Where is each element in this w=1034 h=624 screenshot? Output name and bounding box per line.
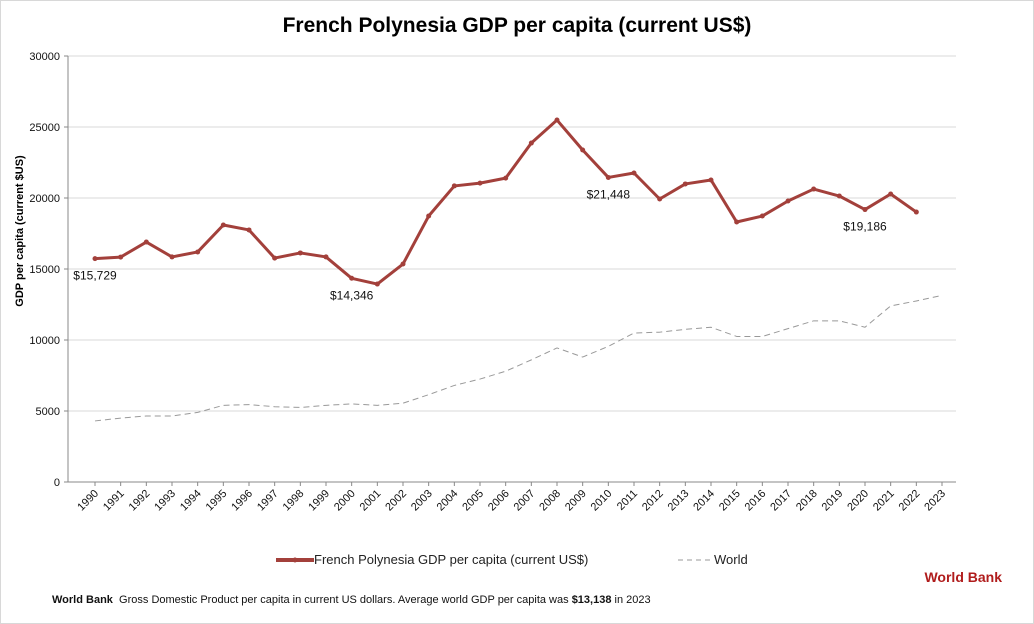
x-tick-label: 2001 [358,488,384,514]
data-point [246,227,252,233]
data-point [734,219,740,225]
data-point [759,213,765,219]
data-point [92,256,98,262]
footer-suffix: in 2023 [614,594,651,606]
y-tick-label: 20000 [29,193,60,205]
legend-label: French Polynesia GDP per capita (current… [314,552,589,567]
data-point [195,249,201,255]
y-tick-label: 5000 [36,406,60,418]
data-label: $19,186 [843,220,887,234]
data-label: $14,346 [330,288,374,302]
x-tick-label: 2006 [486,488,512,514]
x-tick-label: 2008 [537,488,563,514]
x-tick-label: 1994 [178,488,204,514]
x-tick-label: 2000 [332,488,358,514]
data-point [605,174,611,180]
data-point [785,198,791,204]
x-tick-label: 1996 [229,488,255,514]
legend-item-french-polynesia: French Polynesia GDP per capita (current… [276,552,588,567]
data-point [349,275,355,281]
x-tick-label: 2016 [743,488,769,514]
x-tick-label: 2004 [435,488,461,514]
legend-line-dashed-icon [678,559,712,560]
x-tick-label: 1998 [281,488,307,514]
data-label: $21,448 [587,187,631,201]
x-tick-label: 1999 [306,488,332,514]
data-point [528,140,534,146]
x-tick-label: 2018 [794,488,820,514]
x-tick-label: 2019 [820,488,846,514]
y-tick-label: 15000 [29,264,60,276]
footer-source: World Bank [52,594,113,606]
data-point [657,196,663,202]
x-tick-label: 2013 [666,488,692,514]
x-tick-label: 2011 [615,488,640,513]
x-tick-label: 1993 [152,488,178,514]
x-tick-label: 2017 [768,488,794,514]
y-tick-label: 30000 [29,51,60,63]
data-point [118,254,124,260]
data-point [400,261,406,267]
source-logo-text: World Bank [924,569,1002,585]
data-point [272,255,278,261]
x-tick-label: 2009 [563,488,589,514]
data-point [580,147,586,153]
data-point [708,177,714,183]
footer-text: Gross Domestic Product per capita in cur… [119,594,569,606]
x-tick-label: 2007 [512,488,538,514]
x-tick-label: 1992 [127,488,153,514]
legend-label: World [714,552,748,567]
data-label: $15,729 [73,269,117,283]
data-point [426,213,432,219]
footer-note: World Bank Gross Domestic Product per ca… [52,594,651,606]
data-point [682,181,688,187]
data-point [503,175,509,181]
y-tick-label: 25000 [29,122,60,134]
series-line-world [94,294,943,422]
x-tick-label: 1997 [255,488,281,514]
data-point [836,193,842,199]
legend-item-world: World [678,552,748,567]
x-tick-label: 2002 [383,488,409,514]
x-tick-label: 2023 [922,488,948,514]
x-tick-label: 2014 [691,488,717,514]
data-point [913,209,919,215]
series-line-french-polynesia [94,118,918,286]
y-tick-label: 10000 [29,335,60,347]
x-tick-label: 2020 [845,488,871,514]
data-point [862,207,868,213]
x-tick-label: 2022 [897,488,923,514]
data-point [220,222,226,228]
data-point [143,239,149,245]
data-point [811,186,817,192]
data-point [297,250,303,256]
y-tick-label: 0 [54,477,60,489]
chart-title: French Polynesia GDP per capita (current… [282,14,752,37]
data-point [631,170,637,176]
x-tick-label: 2005 [460,488,486,514]
data-point [477,180,483,186]
x-tick-label: 1991 [101,488,127,514]
data-point [323,254,329,260]
footer-value: $13,138 [571,594,612,606]
x-tick-label: 2012 [640,488,666,514]
data-point [451,183,457,189]
data-point [169,254,175,260]
data-point [888,191,894,197]
data-point [374,281,380,287]
x-tick-label: 2010 [589,488,615,514]
x-tick-label: 1990 [75,488,101,514]
x-tick-label: 1995 [204,488,230,514]
x-tick-label: 2021 [871,488,897,514]
legend-line-solid-icon [276,557,314,562]
x-tick-label: 2003 [409,488,435,514]
x-tick-label: 2015 [717,488,743,514]
data-point [554,117,560,123]
